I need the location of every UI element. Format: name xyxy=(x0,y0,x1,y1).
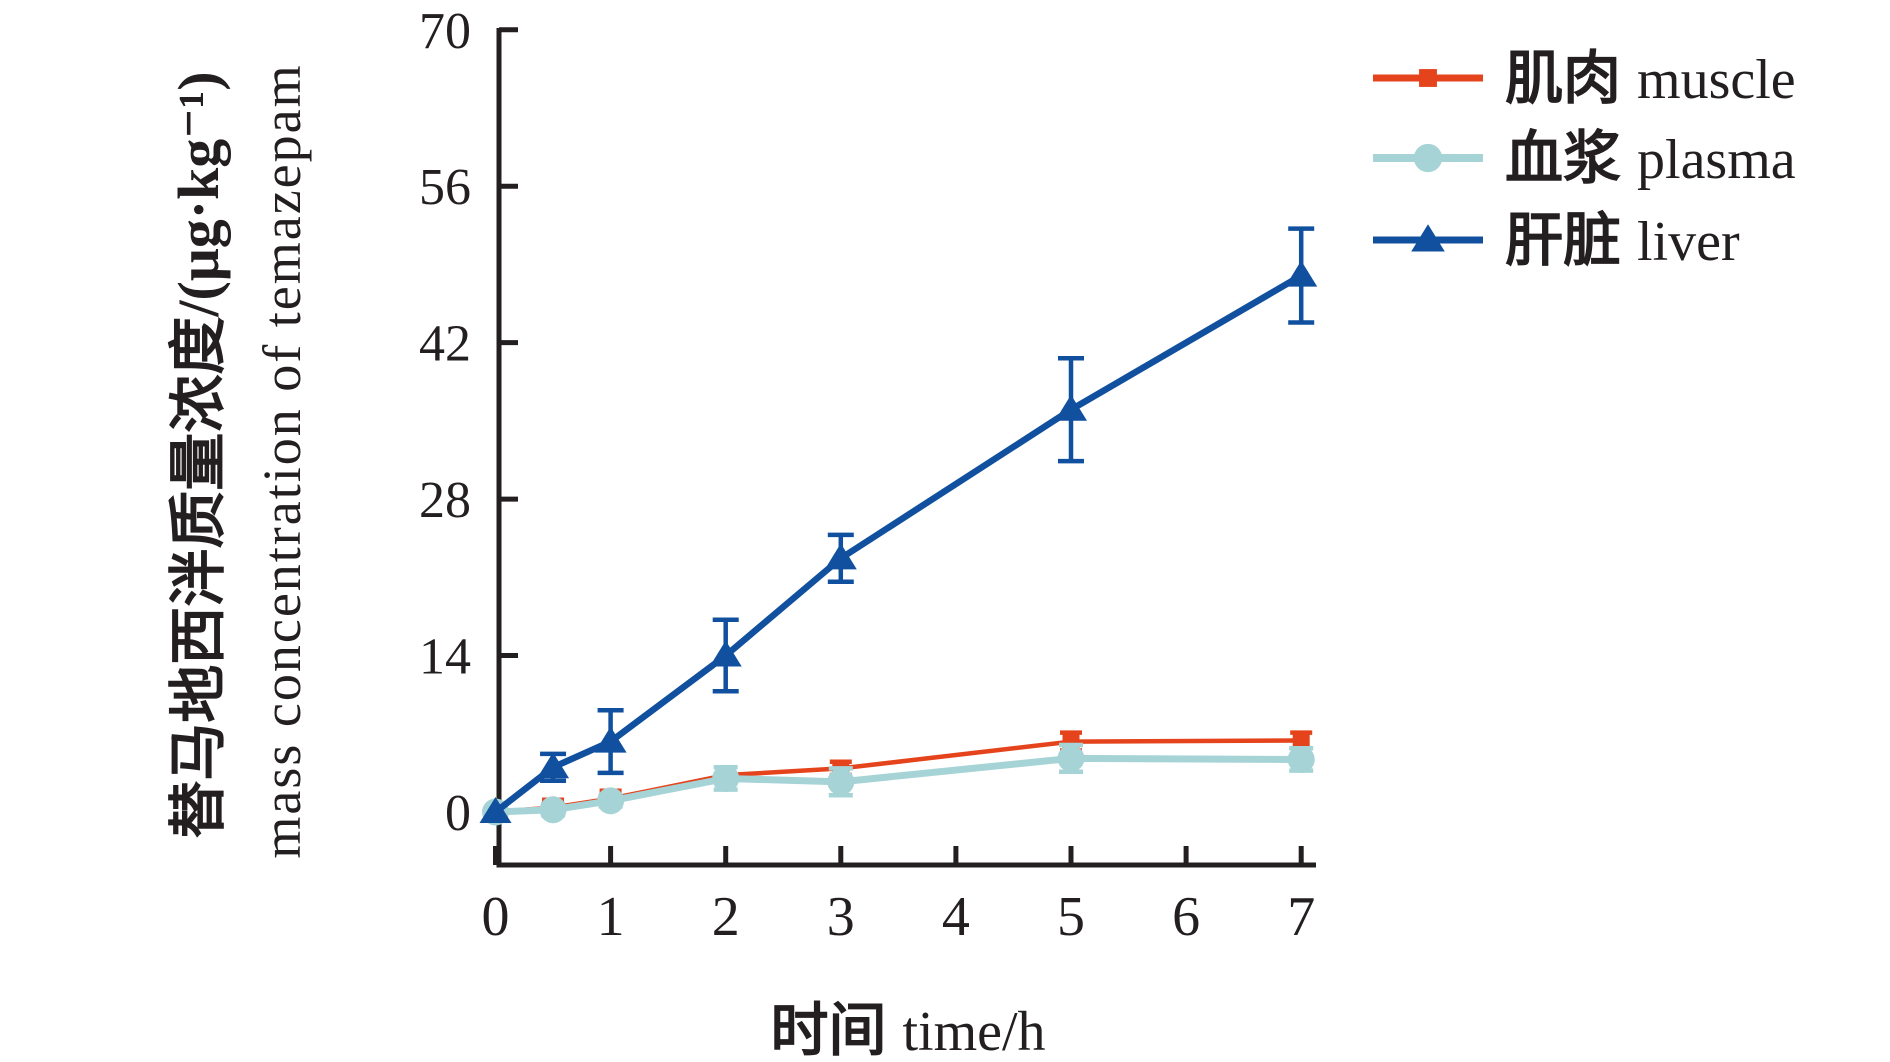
legend-label: 肌肉 muscle xyxy=(1505,46,1796,111)
legend-label-en: muscle xyxy=(1637,49,1796,111)
circle-marker xyxy=(827,768,855,796)
legend-label: 血浆 plasma xyxy=(1505,126,1796,191)
x-tick-label: 1 xyxy=(597,886,625,948)
square-marker xyxy=(1419,69,1437,87)
circle-marker xyxy=(597,787,625,815)
x-tick-label: 5 xyxy=(1057,886,1085,948)
triangle-marker xyxy=(709,640,742,667)
series-line xyxy=(493,272,1303,815)
legend-label-cjk: 血浆 xyxy=(1505,126,1621,191)
triangle-marker xyxy=(537,752,570,779)
y-tick-label: 56 xyxy=(419,159,471,216)
x-tick-label: 3 xyxy=(827,886,855,948)
square-marker xyxy=(1292,731,1310,749)
y-axis-title-line2: mass concentration of temazepam xyxy=(252,63,312,858)
y-tick-label: 28 xyxy=(419,472,471,529)
series-plasma xyxy=(482,742,1315,826)
legend-item-muscle: 肌肉 muscle xyxy=(1373,46,1796,111)
legend-label-cjk: 肌肉 xyxy=(1505,46,1621,111)
x-tick-label: 0 xyxy=(482,886,510,948)
circle-marker xyxy=(712,764,740,792)
circle-marker xyxy=(539,796,567,824)
series-liver xyxy=(479,226,1318,823)
x-tick-label: 6 xyxy=(1172,886,1200,948)
triangle-marker xyxy=(1055,394,1087,421)
y-axis-title-line1: 替马地西泮质量浓度/(μg·kg⁻¹) xyxy=(166,71,231,838)
x-tick-label: 4 xyxy=(942,886,970,948)
legend-label-en: liver xyxy=(1637,211,1740,273)
y-tick-label: 70 xyxy=(419,3,471,60)
triangle-marker xyxy=(594,726,627,753)
triangle-marker xyxy=(479,797,512,823)
legend-label-cjk: 肝脏 xyxy=(1505,208,1621,273)
triangle-marker xyxy=(1285,260,1318,287)
circle-marker xyxy=(1057,744,1085,772)
legend-label-en: plasma xyxy=(1637,129,1796,191)
y-tick-label: 42 xyxy=(419,316,471,373)
legend-item-liver: 肝脏 liver xyxy=(1373,208,1740,273)
x-axis-title-cjk: 时间 xyxy=(770,998,886,1062)
circle-marker xyxy=(1413,143,1443,173)
x-axis-title-en: time/h xyxy=(902,1001,1045,1062)
x-axis-title: 时间 time/h xyxy=(770,998,1045,1062)
legend-item-plasma: 血浆 plasma xyxy=(1373,126,1796,191)
triangle-marker xyxy=(824,543,857,570)
x-tick-label: 7 xyxy=(1287,886,1315,948)
x-tick-label: 2 xyxy=(712,886,740,948)
circle-marker xyxy=(1287,745,1315,773)
triangle-marker xyxy=(1411,224,1445,252)
y-tick-label: 0 xyxy=(445,785,471,842)
y-tick-label: 14 xyxy=(419,629,471,686)
legend: 肌肉 muscle 血浆 plasma 肝脏 liver xyxy=(1373,46,1796,273)
legend-label: 肝脏 liver xyxy=(1505,208,1740,273)
